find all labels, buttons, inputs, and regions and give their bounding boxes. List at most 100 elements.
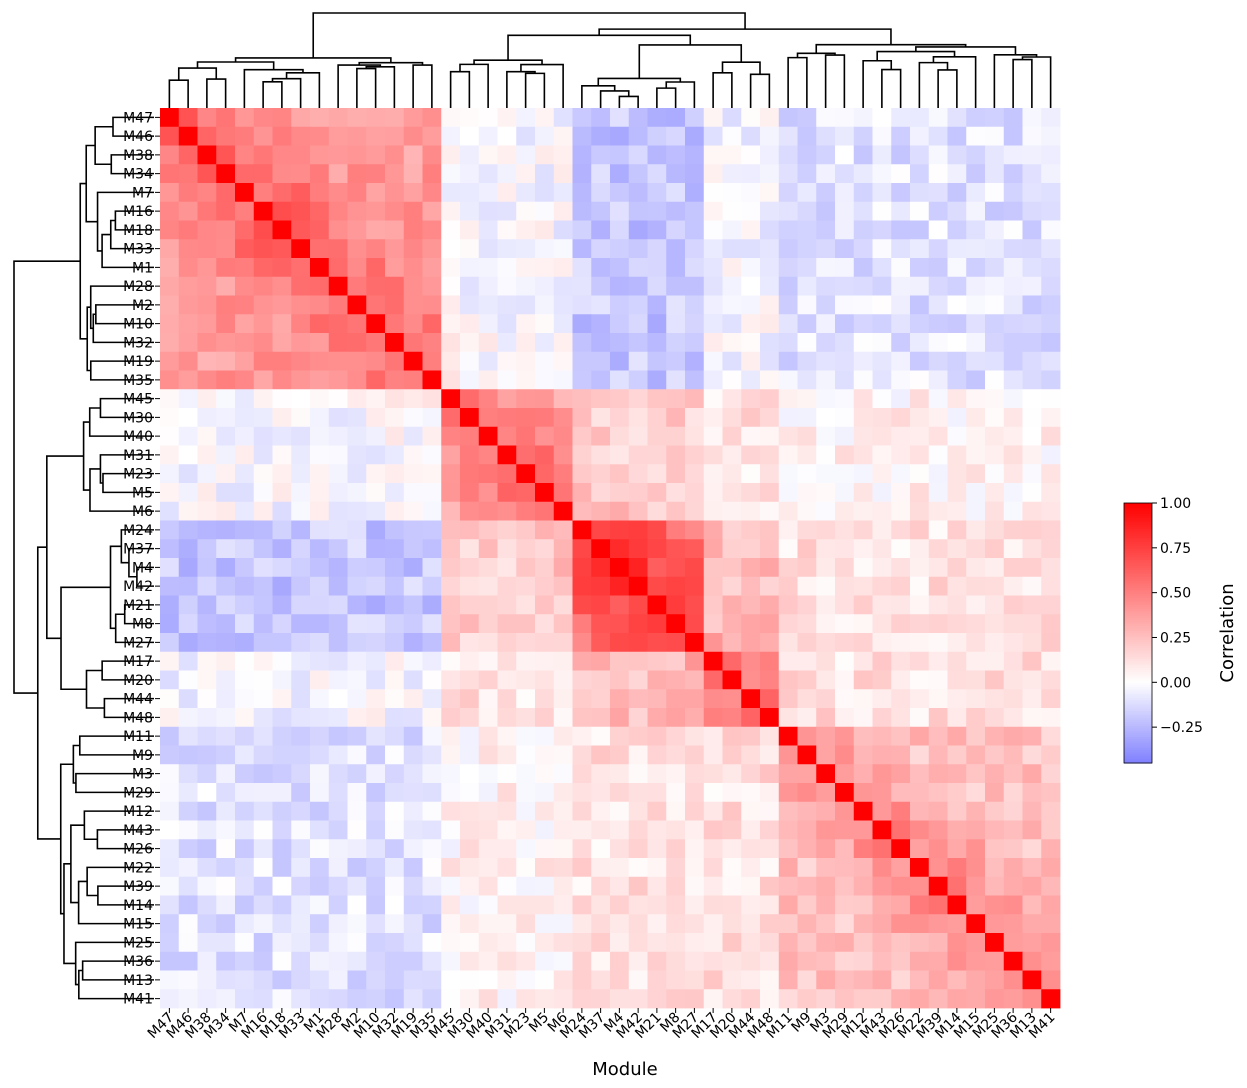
- heatmap-cell: [835, 258, 855, 278]
- heatmap-cell: [685, 333, 705, 353]
- heatmap-cell: [628, 651, 648, 671]
- heatmap-cell: [610, 989, 630, 1009]
- heatmap-cell: [403, 276, 423, 296]
- heatmap-cell: [310, 483, 330, 503]
- heatmap-cell: [253, 389, 273, 409]
- heatmap-cell: [1041, 820, 1061, 840]
- heatmap-cell: [835, 576, 855, 596]
- heatmap-cell: [741, 745, 761, 765]
- heatmap-cell: [966, 483, 986, 503]
- heatmap-cell: [478, 951, 498, 971]
- heatmap-cell: [1022, 933, 1042, 953]
- heatmap-cell: [760, 220, 780, 240]
- heatmap-cell: [553, 333, 573, 353]
- heatmap-cell: [872, 914, 892, 934]
- heatmap-cell: [1041, 839, 1061, 859]
- heatmap-cell: [797, 651, 817, 671]
- heatmap-cell: [722, 933, 742, 953]
- heatmap-cell: [572, 445, 592, 465]
- heatmap-cell: [928, 145, 948, 165]
- heatmap-cell: [610, 483, 630, 503]
- heatmap-cell: [328, 145, 348, 165]
- heatmap-cell: [835, 745, 855, 765]
- heatmap-cell: [216, 501, 236, 521]
- row-tick-label: M34: [123, 167, 153, 183]
- heatmap-cell: [760, 108, 780, 128]
- heatmap-cell: [685, 276, 705, 296]
- heatmap-cell: [253, 276, 273, 296]
- heatmap-cell: [553, 520, 573, 540]
- heatmap-cell: [347, 108, 367, 128]
- heatmap-cell: [403, 201, 423, 221]
- heatmap-cell: [478, 164, 498, 184]
- heatmap-cell: [947, 145, 967, 165]
- heatmap-cell: [647, 895, 667, 915]
- heatmap-cell: [985, 951, 1005, 971]
- heatmap-cell: [441, 801, 461, 821]
- heatmap-cell: [647, 689, 667, 709]
- heatmap-cell: [722, 164, 742, 184]
- heatmap-cell: [591, 464, 611, 484]
- heatmap-cell: [778, 876, 798, 896]
- heatmap-cell: [235, 108, 255, 128]
- heatmap-cell: [647, 370, 667, 390]
- heatmap-cell: [853, 276, 873, 296]
- heatmap-cell: [216, 258, 236, 278]
- heatmap-cell: [628, 295, 648, 315]
- heatmap-cell: [272, 614, 292, 634]
- heatmap-cell: [535, 183, 555, 203]
- heatmap-cell: [535, 633, 555, 653]
- heatmap-cell: [1041, 333, 1061, 353]
- heatmap-cell: [422, 989, 442, 1009]
- heatmap-cell: [722, 951, 742, 971]
- heatmap-cell: [591, 220, 611, 240]
- heatmap-cell: [703, 708, 723, 728]
- heatmap-cell: [910, 576, 930, 596]
- heatmap-cell: [928, 258, 948, 278]
- heatmap-cell: [910, 839, 930, 859]
- heatmap-cell: [610, 370, 630, 390]
- heatmap-cell: [385, 633, 405, 653]
- heatmap-cell: [422, 258, 442, 278]
- heatmap-cell: [610, 408, 630, 428]
- row-tick-label: M20: [123, 673, 153, 689]
- colorbar-segment: [1124, 654, 1152, 658]
- heatmap-cell: [535, 108, 555, 128]
- heatmap-cell: [685, 408, 705, 428]
- heatmap-cell: [985, 933, 1005, 953]
- heatmap-cell: [478, 651, 498, 671]
- heatmap-cell: [928, 989, 948, 1009]
- heatmap-cell: [478, 201, 498, 221]
- heatmap-cell: [553, 408, 573, 428]
- heatmap-cell: [403, 633, 423, 653]
- heatmap-cell: [703, 426, 723, 446]
- heatmap-cell: [778, 745, 798, 765]
- heatmap-cell: [872, 558, 892, 578]
- heatmap-cell: [1003, 464, 1023, 484]
- colorbar-segment: [1124, 628, 1152, 632]
- heatmap-cell: [572, 839, 592, 859]
- heatmap-cell: [160, 989, 180, 1009]
- heatmap-cell: [947, 764, 967, 784]
- heatmap-cell: [216, 745, 236, 765]
- colorbar-segment: [1124, 509, 1152, 513]
- heatmap-cell: [685, 201, 705, 221]
- heatmap-cell: [1022, 989, 1042, 1009]
- heatmap-cell: [478, 783, 498, 803]
- heatmap-cell: [328, 314, 348, 334]
- heatmap-cell: [328, 558, 348, 578]
- heatmap-cell: [422, 126, 442, 146]
- heatmap-cell: [891, 820, 911, 840]
- heatmap-cell: [1022, 670, 1042, 690]
- heatmap-cell: [478, 989, 498, 1009]
- heatmap-cell: [235, 220, 255, 240]
- heatmap-cell: [553, 614, 573, 634]
- heatmap-cell: [910, 764, 930, 784]
- column-dendrogram-link: [271, 77, 302, 108]
- heatmap-cell: [985, 276, 1005, 296]
- heatmap-cell: [760, 858, 780, 878]
- heatmap-cell: [385, 426, 405, 446]
- heatmap-cell: [160, 858, 180, 878]
- heatmap-cell: [910, 989, 930, 1009]
- heatmap-cell: [516, 370, 536, 390]
